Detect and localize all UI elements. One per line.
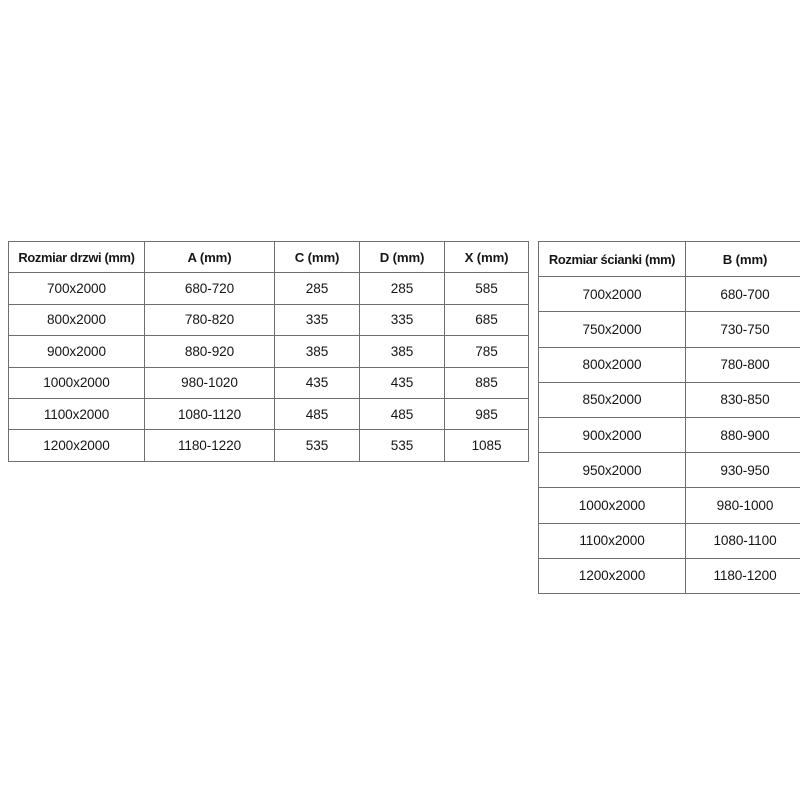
table-row: 750x2000 730-750: [538, 311, 800, 348]
door-size-table: Rozmiar drzwi (mm) A (mm) C (mm) D (mm) X (m…: [8, 240, 529, 462]
column-header-4: D (mm): [359, 240, 445, 274]
cell-r5-c2: 880-900: [685, 416, 800, 454]
cell-r6-c5: 1085: [444, 429, 529, 462]
cell-r2-c4: 335: [359, 303, 445, 337]
cell-r6-c4: 535: [359, 429, 445, 462]
cell-r5-c3: 485: [274, 397, 360, 431]
table-row: 800x2000 780-820 335 335 685: [8, 303, 529, 337]
cell-r5-c1: 1100x2000: [8, 397, 145, 431]
table-row: 950x2000 930-950: [538, 452, 800, 489]
cell-r9-c2: 1180-1200: [685, 557, 800, 594]
cell-r4-c1: 1000x2000: [8, 366, 145, 399]
cell-r7-c2: 980-1000: [685, 487, 800, 524]
cell-r1-c1: 700x2000: [538, 276, 686, 313]
table-row: 1100x2000 1080-1120 485 485 985: [8, 397, 529, 431]
table-row: 1100x2000 1080-1100: [538, 522, 800, 559]
cell-r6-c1: 950x2000: [538, 452, 686, 489]
table-row: 700x2000 680-700: [538, 276, 800, 313]
cell-r6-c1: 1200x2000: [8, 429, 145, 462]
cell-r3-c3: 385: [274, 335, 360, 368]
cell-r4-c1: 850x2000: [538, 381, 686, 418]
cell-r2-c2: 730-750: [685, 311, 800, 348]
cell-r3-c5: 785: [444, 335, 529, 368]
cell-r3-c4: 385: [359, 335, 445, 368]
table-row: 850x2000 830-850: [538, 381, 800, 418]
cell-r1-c5: 585: [444, 272, 529, 305]
cell-r2-c1: 800x2000: [8, 303, 145, 337]
cell-r1-c3: 285: [274, 272, 360, 305]
table-row: 900x2000 880-920 385 385 785: [8, 335, 529, 368]
cell-r4-c5: 885: [444, 366, 529, 399]
cell-r1-c2: 680-720: [144, 272, 275, 305]
table-row: 1000x2000 980-1020 435 435 885: [8, 366, 529, 399]
table-header-row: Rozmiar ścianki (mm) B (mm): [538, 240, 800, 278]
table-row: 1200x2000 1180-1200: [538, 557, 800, 594]
cell-r6-c2: 1180-1220: [144, 429, 275, 462]
wall-size-table: Rozmiar ścianki (mm) B (mm) 700x2000 680-7…: [538, 240, 800, 594]
table-row: 1000x2000 980-1000: [538, 487, 800, 524]
table-row: 900x2000 880-900: [538, 416, 800, 454]
wall-table-body: 700x2000 680-700 750x2000 730-750 800x2000 78…: [538, 276, 800, 594]
cell-r8-c2: 1080-1100: [685, 522, 800, 559]
cell-r5-c2: 1080-1120: [144, 397, 275, 431]
cell-r7-c1: 1000x2000: [538, 487, 686, 524]
column-header-2: A (mm): [144, 240, 275, 274]
cell-r3-c1: 900x2000: [8, 335, 145, 368]
table-row: 700x2000 680-720 285 285 585: [8, 272, 529, 305]
cell-r5-c1: 900x2000: [538, 416, 686, 454]
column-header-5: X (mm): [444, 240, 529, 274]
cell-r5-c5: 985: [444, 397, 529, 431]
table-row: 1200x2000 1180-1220 535 535 1085: [8, 429, 529, 462]
cell-r2-c2: 780-820: [144, 303, 275, 337]
cell-r4-c4: 435: [359, 366, 445, 399]
column-header-1: Rozmiar ścianki (mm): [538, 240, 686, 278]
cell-r3-c2: 880-920: [144, 335, 275, 368]
cell-r9-c1: 1200x2000: [538, 557, 686, 594]
column-header-1: Rozmiar drzwi (mm): [8, 240, 145, 274]
door-table-body: 700x2000 680-720 285 285 585 800x2000 780-820 3…: [8, 272, 529, 462]
cell-r2-c3: 335: [274, 303, 360, 337]
cell-r3-c2: 780-800: [685, 346, 800, 383]
table-row: 800x2000 780-800: [538, 346, 800, 383]
wall-table-header: Rozmiar ścianki (mm) B (mm): [538, 240, 800, 278]
cell-r1-c4: 285: [359, 272, 445, 305]
cell-r1-c1: 700x2000: [8, 272, 145, 305]
cell-r3-c1: 800x2000: [538, 346, 686, 383]
cell-r4-c2: 830-850: [685, 381, 800, 418]
cell-r2-c1: 750x2000: [538, 311, 686, 348]
cell-r6-c2: 930-950: [685, 452, 800, 489]
cell-r1-c2: 680-700: [685, 276, 800, 313]
door-table-header: Rozmiar drzwi (mm) A (mm) C (mm) D (mm) X (m…: [8, 240, 529, 274]
table-header-row: Rozmiar drzwi (mm) A (mm) C (mm) D (mm) X (m…: [8, 240, 529, 274]
cell-r4-c3: 435: [274, 366, 360, 399]
column-header-3: C (mm): [274, 240, 360, 274]
cell-r4-c2: 980-1020: [144, 366, 275, 399]
column-header-2: B (mm): [685, 240, 800, 278]
cell-r2-c5: 685: [444, 303, 529, 337]
cell-r8-c1: 1100x2000: [538, 522, 686, 559]
cell-r6-c3: 535: [274, 429, 360, 462]
cell-r5-c4: 485: [359, 397, 445, 431]
